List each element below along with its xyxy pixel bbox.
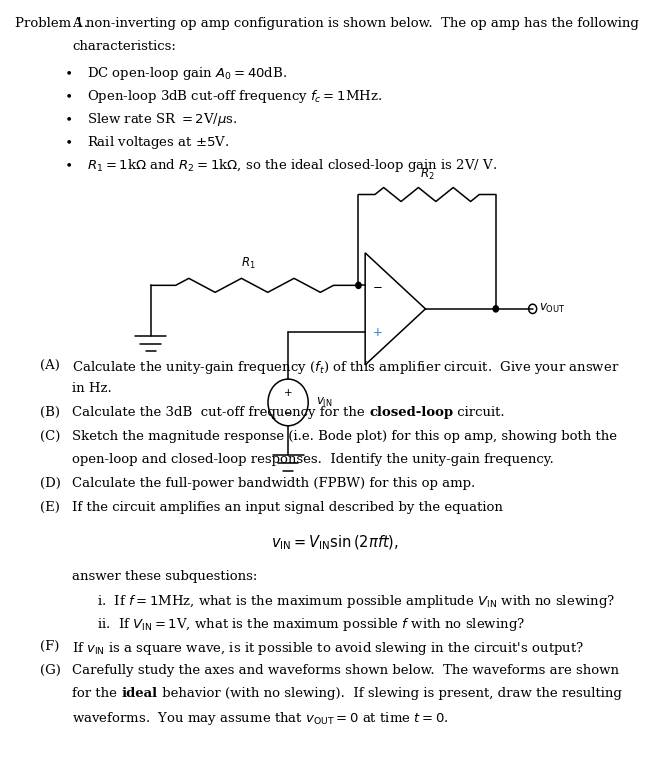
Text: DC open-loop gain $A_0 = 40$dB.: DC open-loop gain $A_0 = 40$dB. — [87, 65, 287, 82]
Text: ii.  If $V_{\mathrm{IN}} = 1$V, what is the maximum possible $f$ with no slewing: ii. If $V_{\mathrm{IN}} = 1$V, what is t… — [97, 616, 525, 633]
Text: $\bullet$: $\bullet$ — [64, 65, 72, 79]
Circle shape — [356, 282, 361, 289]
Text: (D): (D) — [40, 477, 61, 490]
Text: (C): (C) — [40, 430, 60, 443]
Text: for the: for the — [72, 687, 121, 700]
Text: i.  If $f = 1$MHz, what is the maximum possible amplitude $V_{\mathrm{IN}}$ with: i. If $f = 1$MHz, what is the maximum po… — [97, 593, 615, 610]
Text: (A): (A) — [40, 359, 60, 372]
Text: $-$: $-$ — [372, 279, 383, 292]
Text: circuit.: circuit. — [454, 406, 505, 419]
Text: (F): (F) — [40, 640, 60, 654]
Text: $v_{\mathrm{IN}}$: $v_{\mathrm{IN}}$ — [316, 396, 333, 409]
Text: open-loop and closed-loop responses.  Identify the unity-gain frequency.: open-loop and closed-loop responses. Ide… — [72, 453, 554, 466]
Text: A non-inverting op amp configuration is shown below.  The op amp has the followi: A non-inverting op amp configuration is … — [72, 17, 639, 30]
Text: If $v_{\mathrm{IN}}$ is a square wave, is it possible to avoid slewing in the ci: If $v_{\mathrm{IN}}$ is a square wave, i… — [72, 640, 584, 657]
Text: Problem 1.: Problem 1. — [15, 17, 88, 30]
Text: $v_{\mathrm{OUT}}$: $v_{\mathrm{OUT}}$ — [539, 303, 565, 315]
Text: Calculate the unity-gain frequency ($f_t$) of this amplifier circuit.  Give your: Calculate the unity-gain frequency ($f_t… — [72, 359, 620, 376]
Text: $R_2$: $R_2$ — [420, 167, 434, 182]
Text: Carefully study the axes and waveforms shown below.  The waveforms are shown: Carefully study the axes and waveforms s… — [72, 664, 619, 678]
Text: characteristics:: characteristics: — [72, 40, 176, 53]
Text: $R_1 = 1$k$\Omega$ and $R_2 = 1$k$\Omega$, so the ideal closed-loop gain is 2V/ : $R_1 = 1$k$\Omega$ and $R_2 = 1$k$\Omega… — [87, 157, 497, 174]
Text: closed-loop: closed-loop — [369, 406, 454, 419]
Text: ideal: ideal — [121, 687, 157, 700]
Text: (G): (G) — [40, 664, 61, 678]
Text: If the circuit amplifies an input signal described by the equation: If the circuit amplifies an input signal… — [72, 501, 503, 514]
Text: for the: for the — [72, 687, 121, 700]
Text: Slew rate SR $= 2$V/$\mu$s.: Slew rate SR $= 2$V/$\mu$s. — [87, 111, 238, 128]
Text: (B): (B) — [40, 406, 60, 419]
Text: Calculate the full-power bandwidth (FPBW) for this op amp.: Calculate the full-power bandwidth (FPBW… — [72, 477, 476, 490]
Text: closed-loop: closed-loop — [369, 406, 454, 419]
Text: $v_{\mathrm{IN}} = V_{\mathrm{IN}} \sin\left(2\pi f t\right),$: $v_{\mathrm{IN}} = V_{\mathrm{IN}} \sin\… — [271, 534, 399, 552]
Text: Sketch the magnitude response (i.e. Bode plot) for this op amp, showing both the: Sketch the magnitude response (i.e. Bode… — [72, 430, 617, 443]
Text: $\bullet$: $\bullet$ — [64, 88, 72, 101]
Text: waveforms.  You may assume that $v_{\mathrm{OUT}} = 0$ at time $t = 0$.: waveforms. You may assume that $v_{\math… — [72, 710, 449, 727]
Text: $+$: $+$ — [372, 326, 383, 339]
Text: ideal: ideal — [121, 687, 157, 700]
Text: (E): (E) — [40, 501, 60, 514]
Text: Calculate the 3dB  cut-off frequency for the: Calculate the 3dB cut-off frequency for … — [72, 406, 369, 419]
Text: $R_1$: $R_1$ — [241, 256, 255, 272]
Text: Calculate the 3dB  cut-off frequency for the: Calculate the 3dB cut-off frequency for … — [72, 406, 369, 419]
Text: behavior (with no slewing).  If slewing is present, draw the resulting: behavior (with no slewing). If slewing i… — [157, 687, 622, 700]
Text: Rail voltages at $\pm 5$V.: Rail voltages at $\pm 5$V. — [87, 134, 229, 151]
Text: $\bullet$: $\bullet$ — [64, 157, 72, 170]
Text: $\bullet$: $\bullet$ — [64, 111, 72, 124]
Text: $-$: $-$ — [283, 408, 293, 417]
Text: $+$: $+$ — [283, 387, 293, 398]
Circle shape — [493, 306, 498, 312]
Text: in Hz.: in Hz. — [72, 382, 112, 395]
Text: answer these subquestions:: answer these subquestions: — [72, 570, 258, 584]
Text: $\bullet$: $\bullet$ — [64, 134, 72, 147]
Text: Open-loop 3dB cut-off frequency $f_c = 1$MHz.: Open-loop 3dB cut-off frequency $f_c = 1… — [87, 88, 383, 105]
